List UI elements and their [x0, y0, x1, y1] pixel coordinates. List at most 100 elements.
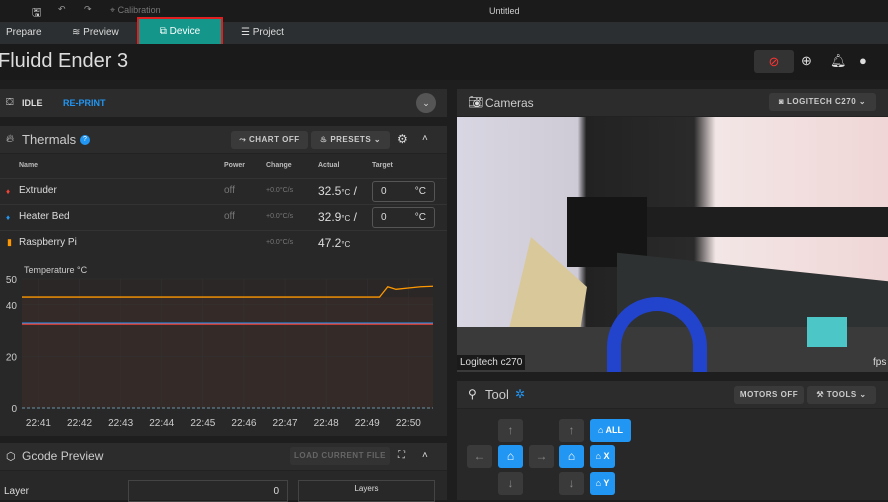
device-icon: ⧉: [159, 26, 167, 37]
sensor-name: Raspberry Pi: [19, 237, 77, 248]
calibration-label: Calibration: [117, 5, 161, 15]
layer-value: 0: [273, 486, 279, 497]
window-title: Untitled: [489, 6, 520, 16]
y-tick-label: 40: [6, 301, 18, 312]
camera-select[interactable]: ◙ LOGITECH C270 ⌄: [769, 93, 876, 111]
home-x-button[interactable]: ⌂ X: [590, 445, 615, 468]
unit: °C: [341, 188, 351, 197]
tab-prepare[interactable]: Prepare: [6, 27, 42, 38]
collapse-icon[interactable]: ˄: [422, 133, 428, 144]
jog-y-plus-button[interactable]: ↑: [498, 419, 523, 442]
emergency-stop-icon[interactable]: ⊘: [754, 50, 794, 73]
camera-selected: LOGITECH C270: [786, 97, 857, 106]
home-all-label: ALL: [605, 425, 624, 435]
heater-name: Extruder: [19, 185, 57, 196]
tab-preview[interactable]: ≋ Preview: [72, 22, 119, 44]
calibration-menu[interactable]: ⌖ Calibration: [110, 5, 161, 15]
sensor-change: +0.0°C/s: [266, 239, 294, 246]
undo-icon[interactable]: ↶: [58, 4, 66, 14]
chart-off-label: CHART OFF: [248, 135, 300, 144]
layer-input[interactable]: 0: [128, 480, 288, 502]
x-tick-label: 22:43: [108, 418, 133, 429]
tab-label: Device: [169, 26, 201, 37]
home-all-button[interactable]: ⌂ ALL: [590, 419, 631, 442]
expand-chevron-icon[interactable]: ⌄: [416, 93, 436, 113]
home-xy-button[interactable]: ⌂: [498, 445, 523, 468]
y-tick-label: 50: [6, 275, 18, 286]
home-x-label: X: [603, 451, 610, 461]
thermal-row-extruder: ♦ Extruder off +0.0°C/s 32.5°C / 0 °C: [0, 178, 447, 203]
x-tick-label: 22:42: [67, 418, 92, 429]
load-current-file-button[interactable]: LOAD CURRENT FILE: [290, 447, 390, 465]
cameras-card: 📷︎ Cameras ◙ LOGITECH C270 ⌄ Logitech c2…: [457, 89, 888, 372]
temperature-chart: 22:41 22:42 22:43 22:44 22:45 22:46 22:47 22:48…: [6, 265, 434, 429]
app-header: Fluidd Ender 3 ⊘ ⊕ 🔔︎ ●: [0, 44, 888, 80]
target-value: 0: [381, 212, 387, 223]
thermals-header: 🔥︎ Thermals ? ⤳ CHART OFF ♨ PRESETS ⌄ ⚙ …: [0, 126, 447, 154]
chart-off-button[interactable]: ⤳ CHART OFF: [231, 131, 308, 149]
thermals-title: Thermals: [22, 132, 77, 147]
cameras-header: 📷︎ Cameras ◙ LOGITECH C270 ⌄: [457, 89, 888, 117]
title-bar: 🖫 ↶ ↷ ⌖ Calibration Untitled: [0, 0, 888, 22]
gcode-preview-card: ⬡ Gcode Preview LOAD CURRENT FILE ⛶ ˄ La…: [0, 443, 447, 502]
home-z-button[interactable]: ⌂: [559, 445, 584, 468]
flame-icon: ♦: [6, 187, 11, 196]
help-icon[interactable]: ?: [80, 135, 90, 145]
tab-label: Project: [252, 27, 284, 38]
home-y-button[interactable]: ⌂ Y: [590, 472, 615, 495]
thermal-row-heater-bed: ♦ Heater Bed off +0.0°C/s 32.9°C / 0 °C: [0, 204, 447, 229]
user-icon[interactable]: ●: [859, 53, 867, 68]
col-change: Change: [266, 162, 292, 169]
unit: °C: [414, 212, 426, 223]
jog-x-minus-button[interactable]: ←: [467, 445, 492, 468]
x-tick-label: 22:46: [231, 418, 256, 429]
bed-target-input[interactable]: 0 °C: [372, 207, 435, 228]
motors-off-button[interactable]: MOTORS OFF: [734, 386, 804, 404]
gear-icon[interactable]: ⚙: [397, 132, 408, 146]
y-tick-label: 0: [11, 404, 17, 415]
jog-y-minus-button[interactable]: ↓: [498, 472, 523, 495]
x-tick-label: 22:47: [273, 418, 298, 429]
fire-icon: 🔥︎: [6, 133, 15, 145]
col-target: Target: [372, 162, 393, 169]
sensor-actual: 47.2: [318, 236, 342, 250]
x-tick-label: 22:44: [149, 418, 174, 429]
save-icon[interactable]: 🖫: [32, 7, 42, 19]
x-tick-label: 22:41: [26, 418, 51, 429]
jog-z-plus-button[interactable]: ↑: [559, 419, 584, 442]
gcode-title: Gcode Preview: [22, 449, 104, 463]
bell-icon[interactable]: 🔔︎: [830, 53, 847, 68]
extruder-target-input[interactable]: 0 °C: [372, 181, 435, 202]
unit: °C: [341, 240, 351, 249]
tools-button[interactable]: ⚒ TOOLS ⌄: [807, 386, 876, 404]
unit: °C: [341, 214, 351, 223]
heater-power: off: [224, 185, 235, 196]
y-axis-label: Temperature °C: [24, 265, 88, 275]
camera-stream: Logitech c270 fps: [457, 117, 888, 372]
tool-title: Tool: [485, 387, 509, 402]
redo-icon[interactable]: ↷: [84, 4, 92, 14]
status-card: ⛋ IDLE RE-PRINT ⌄: [0, 89, 447, 117]
presets-label: PRESETS: [330, 135, 372, 144]
jog-z-minus-button[interactable]: ↓: [559, 472, 584, 495]
thermal-row-raspberry-pi: ▮ Raspberry Pi +0.0°C/s 47.2°C: [0, 230, 447, 255]
layers-box: Layers: [298, 480, 435, 502]
upload-icon[interactable]: ⊕: [801, 53, 812, 68]
collapse-icon[interactable]: ˄: [422, 450, 428, 461]
col-actual: Actual: [318, 162, 340, 169]
project-icon: ☰: [241, 27, 250, 38]
tab-project[interactable]: ☰ Project: [241, 22, 284, 44]
presets-button[interactable]: ♨ PRESETS ⌄: [311, 131, 390, 149]
jog-x-plus-button[interactable]: →: [529, 445, 554, 468]
col-power: Power: [224, 162, 246, 169]
fullscreen-icon[interactable]: ⛶: [398, 450, 405, 461]
home-y-label: Y: [603, 478, 610, 488]
series-line-raspberry-pi: [22, 285, 434, 298]
layer-label: Layer: [4, 486, 30, 497]
tab-device[interactable]: ⧉ Device: [137, 17, 223, 47]
cameras-title: Cameras: [485, 96, 534, 110]
reprint-button[interactable]: RE-PRINT: [63, 98, 106, 108]
drop-icon: ♦: [6, 213, 11, 222]
thermals-card: 🔥︎ Thermals ? ⤳ CHART OFF ♨ PRESETS ⌄ ⚙ …: [0, 126, 447, 436]
heater-change: +0.0°C/s: [266, 213, 294, 220]
